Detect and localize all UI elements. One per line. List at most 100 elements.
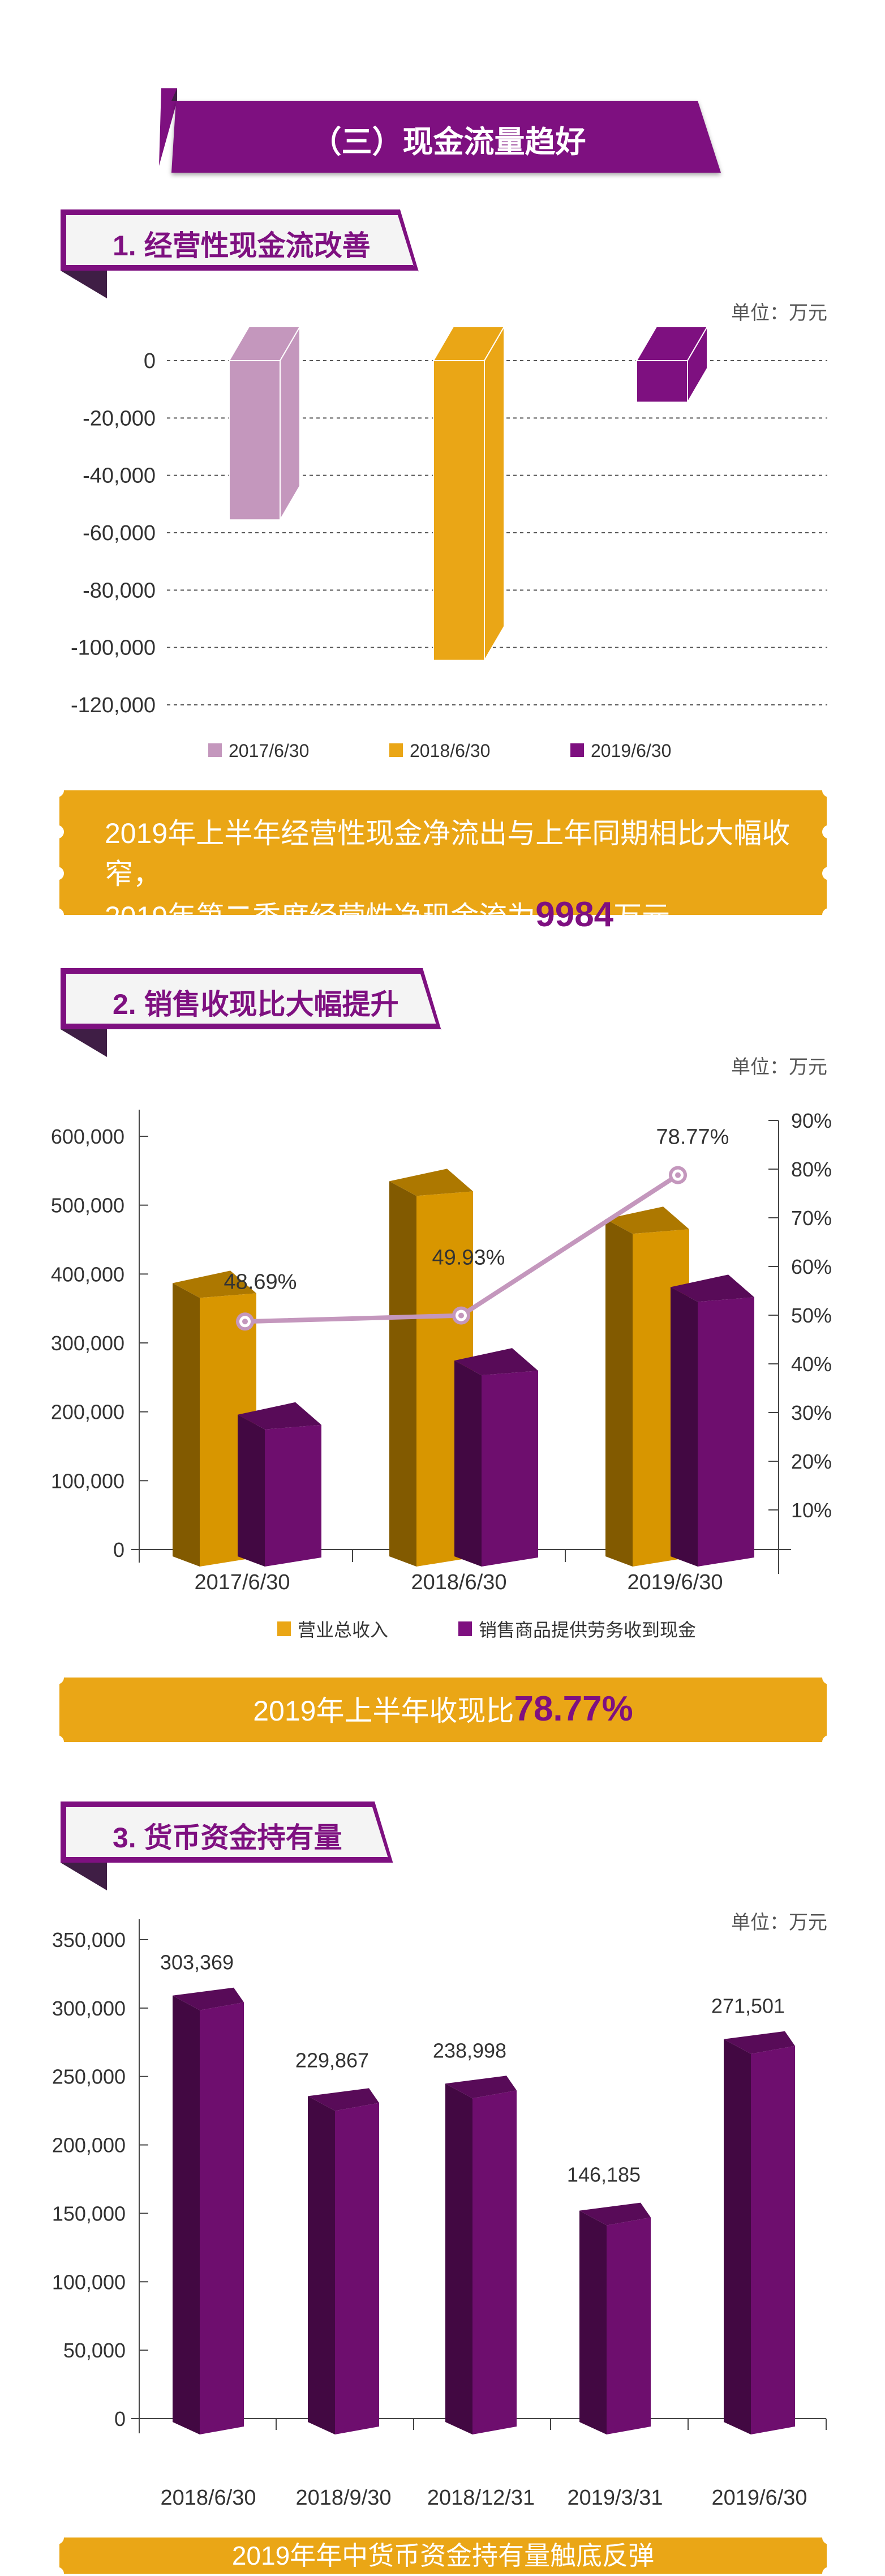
bar-cash-received [698,1297,754,1567]
bar [200,2002,244,2434]
y-tick-label-right: 40% [791,1353,832,1376]
scallop-edge [59,1735,64,1742]
bar-cash-received-side [238,1414,265,1567]
y-tick-label-right: 50% [791,1304,832,1327]
section-title: 1. 经营性现金流改善 [113,230,371,262]
banner-background [59,2538,827,2574]
ratio-label: 48.69% [224,1270,297,1294]
x-tick-label: 2018/9/30 [295,2486,391,2510]
scallop-edge [822,1735,827,1742]
data-label: 238,998 [433,2039,506,2062]
bar-revenue-side [389,1181,416,1567]
scallop-edge [59,2567,64,2574]
scallop-edge [59,1678,64,1684]
section-header-1: 1. 经营性现金流改善 [61,209,423,300]
bar-cash-received-top [671,1274,754,1302]
scallop-edge [59,825,64,838]
bar [607,2217,651,2434]
bar-side [445,2083,472,2434]
section-header-3: 3. 货币资金持有量 [61,1802,423,1892]
bar-revenue-top [605,1206,689,1234]
y-tick-label-right: 30% [791,1401,832,1424]
scallop-edge [822,2538,827,2544]
y-tick-label: -120,000 [71,694,156,717]
legend-label: 营业总收入 [298,1620,388,1640]
y-tick-label: 50,000 [63,2339,126,2362]
chart-cash-collection-ratio: 0 100,000 200,000 300,000 400,000 500,000 600,… [51,1109,832,1640]
bar-top [579,2202,651,2226]
unit-label: 单位：万元 [731,302,827,324]
scallop-edge [59,867,64,880]
legend-label: 销售商品提供劳务收到现金 [479,1620,696,1640]
main-title-ribbon: （三）现金流量趋好 [159,88,721,173]
section-header-2: 2. 销售收现比大幅提升 [61,968,441,1059]
y-tick-label-right: 70% [791,1206,832,1230]
y-tick-label-right: 60% [791,1255,832,1278]
chart-cash-holdings: 0 50,000 100,000 150,000 200,000 250,000 300,0… [52,1919,827,2510]
bar-top [445,2076,517,2099]
bar-cash-received-top [238,1402,321,1430]
legend-label: 2017/6/30 [229,741,309,761]
bar-revenue-side [605,1219,633,1567]
summary-banner-1: 2019年上半年经营性现金净流出与上年同期相比大幅收窄， 2019年第二季度经营… [59,790,827,934]
bar-top [308,2088,379,2111]
bar-side [308,2096,335,2434]
x-tick-label: 2018/6/30 [411,1571,506,1594]
y-tick-label-left: 200,000 [51,1401,124,1424]
unit-label: 单位：万元 [731,1056,827,1078]
bar [636,360,688,403]
data-label: 146,185 [567,2163,641,2186]
y-tick-label-right: 20% [791,1450,832,1473]
y-tick-label: 150,000 [52,2202,126,2225]
highlight-value: 78.77% [514,1689,633,1728]
y-tick-label-left: 600,000 [51,1125,124,1148]
legend-swatch [208,743,222,757]
ratio-label: 49.93% [432,1246,505,1270]
legend-swatch [277,1621,291,1636]
bar-side [173,1995,200,2434]
y-tick-label: 200,000 [52,2134,126,2157]
scallop-edge [822,790,827,797]
section-title: 3. 货币资金持有量 [113,1822,342,1854]
y-tick-label: -40,000 [83,464,156,488]
bar [751,2046,795,2434]
bar-cash-received-side [454,1360,482,1567]
x-tick-label: 2018/6/30 [160,2486,256,2510]
scallop-edge [59,790,64,797]
y-tick-label-right: 80% [791,1158,832,1181]
y-tick-label: 0 [114,2407,126,2430]
main-title: （三）现金流量趋好 [311,125,586,159]
y-tick-label-left: 500,000 [51,1194,124,1217]
x-tick-label: 2018/12/31 [427,2486,535,2510]
scallop-edge [59,908,64,915]
bar [335,2103,379,2434]
bar-cash-received [482,1371,538,1567]
chart-operating-cash-flow: 0 -20,000 -40,000 -60,000 -80,000 -100,000 -12… [71,324,827,761]
y-tick-label-left: 100,000 [51,1469,124,1492]
bar [472,2090,517,2434]
y-tick-label: -80,000 [83,579,156,602]
summary-banner-2: 2019年上半年收现比78.77% [59,1678,827,1742]
bar-side [724,2039,751,2434]
bar-top [724,2031,795,2054]
legend-label: 2019/6/30 [591,741,671,761]
x-tick-label: 2017/6/30 [194,1571,290,1594]
unit-label: 单位：万元 [731,1912,827,1933]
ratio-point-center [675,1172,681,1178]
x-tick-label: 2019/6/30 [627,1571,723,1594]
y-tick-label-left: 300,000 [51,1332,124,1355]
bar-side [579,2210,607,2434]
banner-text: 2019年年中货币资金持有量触底反弹 [231,2541,655,2570]
bar-revenue-top [173,1270,256,1298]
banner-text: 万元 [613,901,671,932]
banner-background [59,1678,827,1742]
y-tick-label: 250,000 [52,2065,126,2089]
scallop-edge [59,2538,64,2544]
legend-swatch [458,1621,472,1636]
y-tick-label-right: 90% [791,1109,832,1132]
y-tick-label: 300,000 [52,1997,126,2020]
bar-top [173,1987,244,2010]
bar-cash-received [265,1424,321,1567]
ratio-point-center [458,1312,464,1319]
x-tick-label: 2019/3/31 [567,2486,663,2510]
